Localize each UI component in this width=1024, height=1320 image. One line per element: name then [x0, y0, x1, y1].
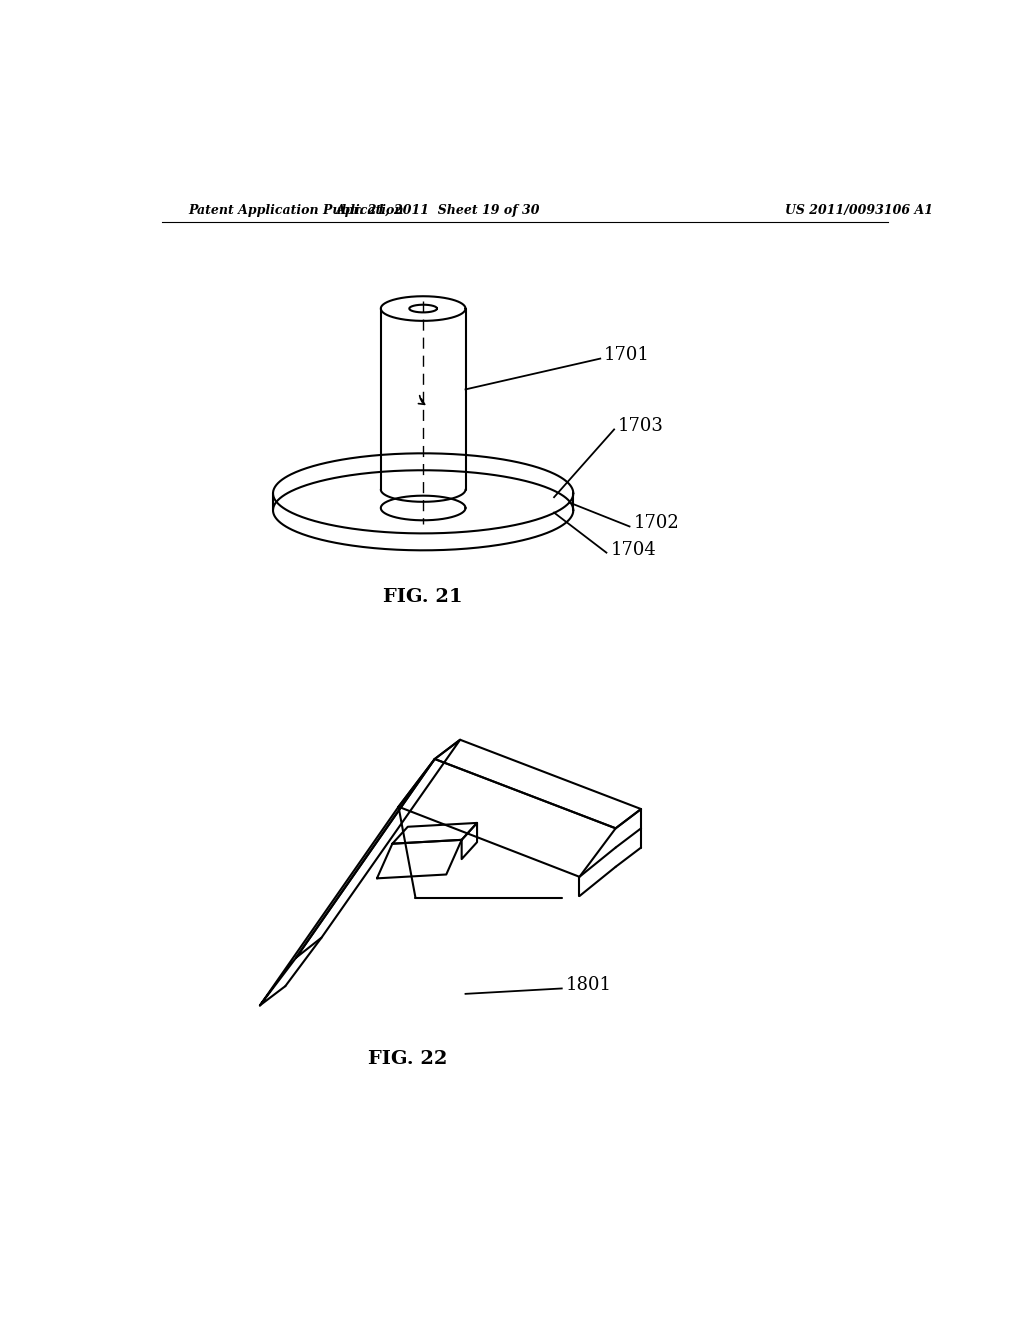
Text: Apr. 21, 2011  Sheet 19 of 30: Apr. 21, 2011 Sheet 19 of 30 — [336, 205, 541, 218]
Text: 1701: 1701 — [604, 346, 650, 364]
Text: FIG. 22: FIG. 22 — [368, 1051, 447, 1068]
Text: Patent Application Publication: Patent Application Publication — [188, 205, 403, 218]
Text: FIG. 21: FIG. 21 — [383, 589, 463, 606]
Text: 1704: 1704 — [610, 541, 656, 558]
Text: 1801: 1801 — [565, 975, 611, 994]
Text: 1703: 1703 — [617, 417, 664, 434]
Text: US 2011/0093106 A1: US 2011/0093106 A1 — [785, 205, 933, 218]
Text: 1702: 1702 — [634, 513, 679, 532]
